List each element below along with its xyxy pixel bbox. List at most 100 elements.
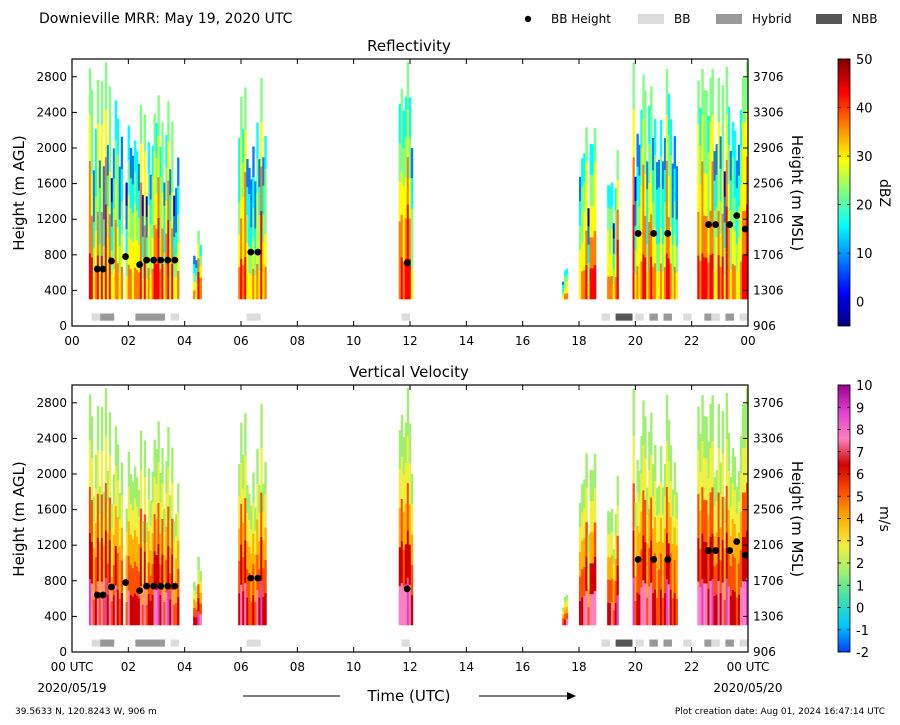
x-tick-label: 18	[571, 334, 586, 348]
bb-type-bar	[100, 313, 115, 321]
bb-height-point	[634, 230, 642, 237]
y-tick-label: 0	[59, 645, 67, 659]
y-tick-label: 2400	[36, 431, 67, 445]
bb-type-bar	[649, 639, 658, 647]
bb-height-point	[157, 582, 165, 590]
x-tick-label: 14	[459, 660, 474, 674]
legend-label: BB Height	[551, 12, 611, 26]
legend-label: NBB	[852, 12, 877, 26]
bb-type-bar	[683, 313, 692, 321]
y-tick-label-right: 3706	[753, 396, 784, 410]
bb-type-bar	[615, 639, 633, 647]
bb-type-bar	[601, 313, 610, 321]
velocity-heatmap	[88, 387, 748, 626]
bb-height-point	[650, 230, 658, 237]
colorbar-tick-label: 9	[856, 401, 864, 416]
bb-height-point	[247, 248, 255, 256]
bb-type-bar	[100, 639, 115, 647]
bb-height-point	[99, 591, 107, 599]
colorbar-ticks-velocity: -2 -1 0 1 2 3 4 5 6 7 8 9 10	[838, 379, 873, 661]
start-date: 2020/05/19	[37, 681, 106, 695]
colorbar-tick-label: 2	[856, 557, 864, 572]
bb-type-bar	[91, 313, 101, 321]
y-tick-label: 2000	[36, 141, 67, 155]
bb-type-bar	[170, 313, 180, 321]
bb-type-bar	[649, 313, 658, 321]
bb-height-points-reflectivity	[93, 212, 749, 273]
y-tick-label-right: 1306	[753, 609, 784, 623]
bb-height-point	[108, 583, 115, 591]
y-tick-label-right: 2906	[753, 467, 784, 481]
panel-title-velocity: Vertical Velocity	[349, 363, 469, 381]
bb-type-bar	[725, 313, 734, 321]
bb-height-point	[150, 582, 158, 590]
bb-type-bar	[170, 639, 180, 647]
legend-label: Hybrid	[752, 12, 792, 26]
bb-height-point	[650, 556, 658, 563]
time-axis-label: Time (UTC)	[367, 687, 451, 705]
colorbar-ticks-reflectivity: 0 10 20 30 40 50	[838, 53, 873, 311]
y-tick-label: 1600	[36, 503, 67, 517]
bb-height-point	[136, 587, 144, 594]
y-tick-label-right: 2906	[753, 141, 784, 155]
colorbar-tick-label: 8	[856, 424, 864, 439]
colorbar-label-reflectivity: dBZ	[876, 179, 892, 207]
bb-height-point	[136, 261, 144, 268]
colorbar-tick-label: 0	[856, 602, 864, 617]
bb-type-bars-velocity	[91, 639, 748, 647]
x-tick-label: 00 UTC	[727, 660, 770, 674]
y-tick-label-right: 3306	[753, 431, 784, 445]
x-tick-label: 00	[740, 334, 755, 348]
colorbar-tick-label: 50	[856, 53, 873, 68]
y-tick-label: 1200	[36, 212, 67, 226]
bb-type-bar	[663, 639, 672, 647]
bb-height-point	[712, 221, 720, 228]
footer-creation-date: Plot creation date: Aug 01, 2024 16:47:1…	[675, 707, 885, 717]
x-tick-label: 12	[402, 334, 417, 348]
y-tick-label-right: 906	[753, 645, 776, 659]
x-tick-label: 18	[571, 660, 586, 674]
bb-type-bar	[663, 313, 672, 321]
x-tick-label: 16	[515, 334, 530, 348]
bb-height-point	[93, 265, 101, 273]
footer-location: 39.5633 N, 120.8243 W, 906 m	[15, 707, 157, 717]
y-tick-label: 2000	[36, 467, 67, 481]
x-tick-label: 20	[628, 334, 643, 348]
bb-height-point	[403, 259, 411, 267]
x-tick-label: 04	[177, 660, 192, 674]
bb-type-bar	[246, 639, 261, 647]
bb-height-point	[664, 230, 672, 237]
bb-type-bar	[739, 639, 748, 647]
bb-height-point	[741, 551, 749, 559]
colorbar-tick-label: 10	[856, 379, 873, 394]
colorbar-tick-label: 10	[856, 247, 873, 262]
bb-height-point	[164, 582, 172, 590]
y-tick-label-right: 1306	[753, 283, 784, 297]
bb-height-point	[254, 248, 262, 256]
bb-height-point	[247, 574, 255, 582]
end-date: 2020/05/20	[713, 681, 782, 695]
ylabel-velocity: Height (m AGL)	[10, 461, 28, 576]
bb-type-bar	[91, 639, 101, 647]
legend: BB Height BB Hybrid NBB	[524, 12, 877, 26]
bb-height-point	[157, 256, 165, 264]
x-tick-label: 22	[684, 660, 699, 674]
bb-height-point	[93, 591, 101, 599]
bb-height-point	[171, 256, 179, 264]
x-tick-label: 08	[290, 334, 305, 348]
colorbar-tick-label: 4	[856, 513, 864, 528]
y-tick-label-right: 1706	[753, 574, 784, 588]
bb-height-point	[122, 579, 129, 586]
legend-swatch-hybrid	[716, 14, 742, 24]
y-tick-label: 0	[59, 319, 67, 333]
y-tick-label-right: 906	[753, 319, 776, 333]
bb-type-bar	[739, 313, 748, 321]
bb-height-point	[403, 585, 411, 593]
x-tick-label: 02	[121, 660, 136, 674]
bb-height-point	[143, 256, 151, 264]
bb-height-point	[705, 547, 712, 554]
bb-type-bar	[711, 639, 720, 647]
bb-height-point	[150, 256, 158, 264]
legend-swatch-nbb	[816, 14, 842, 24]
